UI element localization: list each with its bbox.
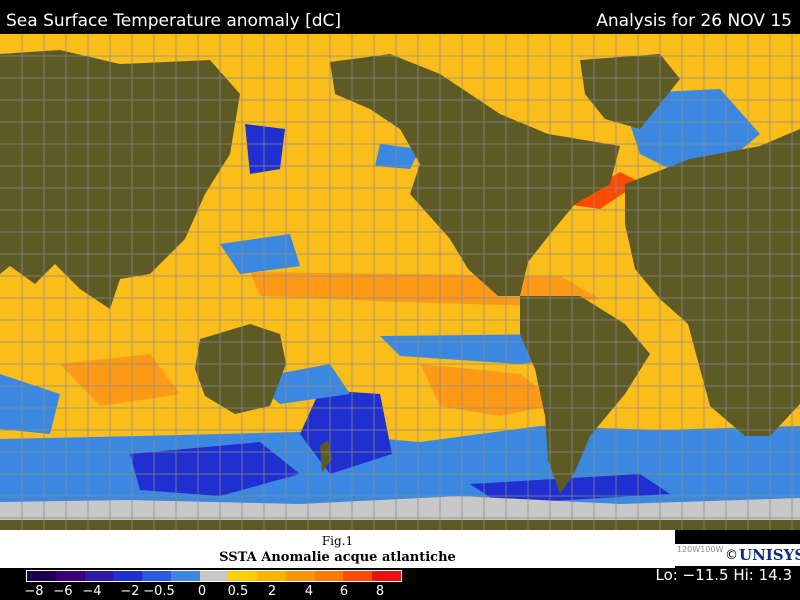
scale-ticks: −8 −6 −4 −2 −0.5 0 0.5 2 4 6 8 bbox=[0, 584, 430, 600]
credit-box: 120W100W © UNISYS bbox=[675, 544, 800, 566]
land-asia bbox=[0, 50, 240, 309]
scale-swatch bbox=[113, 571, 143, 581]
scale-tick-label: 6 bbox=[339, 584, 349, 599]
scale-swatch bbox=[199, 571, 229, 581]
south-pacific-warm bbox=[420, 364, 560, 416]
scale-swatch bbox=[228, 571, 258, 581]
scale-tick-label: 0 bbox=[197, 584, 207, 599]
analysis-date: Analysis for 26 NOV 15 bbox=[596, 11, 792, 31]
scale-swatch bbox=[55, 571, 85, 581]
color-scale bbox=[26, 570, 402, 582]
scale-tick-label: −4 bbox=[82, 584, 102, 599]
scale-swatch bbox=[170, 571, 200, 581]
scale-tick-label: 2 bbox=[267, 584, 277, 599]
bering-cool bbox=[375, 144, 420, 169]
copyright-symbol: © bbox=[725, 548, 738, 563]
scale-swatch bbox=[27, 571, 56, 581]
southern-ocean-cold bbox=[130, 442, 300, 496]
lo-hi-readout: Lo: −11.5 Hi: 14.3 bbox=[655, 566, 793, 584]
map-title: Sea Surface Temperature anomaly [dC] bbox=[6, 11, 342, 31]
scale-swatch bbox=[314, 571, 344, 581]
land-antarctica bbox=[0, 520, 800, 530]
scale-tick-label: −6 bbox=[53, 584, 73, 599]
land-north-america bbox=[330, 54, 620, 296]
scale-swatch bbox=[343, 571, 373, 581]
scale-swatch bbox=[84, 571, 114, 581]
land-australia bbox=[195, 324, 286, 414]
land-greenland bbox=[580, 54, 680, 129]
caption-text: SSTA Anomalie acque atlantiche bbox=[219, 550, 456, 565]
header: Sea Surface Temperature anomaly [dC] Ana… bbox=[0, 0, 800, 34]
scale-tick-label: 4 bbox=[304, 584, 314, 599]
indian-warm bbox=[60, 354, 180, 406]
tasman-cool bbox=[250, 364, 350, 404]
scale-swatch bbox=[372, 571, 401, 581]
scale-tick-label: −8 bbox=[24, 584, 44, 599]
scale-tick-label: 0.5 bbox=[227, 584, 249, 599]
unisys-logo: UNISYS bbox=[739, 546, 800, 564]
meridian-label: 120W100W bbox=[677, 545, 724, 554]
scale-tick-label: 8 bbox=[375, 584, 385, 599]
scale-swatch bbox=[257, 571, 286, 581]
land-south-america bbox=[520, 296, 650, 494]
scale-tick-label: −0.5 bbox=[143, 584, 175, 599]
figure-number: Fig.1 bbox=[321, 534, 354, 548]
scale-tick-label: −2 bbox=[120, 584, 140, 599]
sst-anomaly-map bbox=[0, 34, 800, 530]
land-new-zealand bbox=[320, 440, 332, 472]
north-atlantic-warm-patch bbox=[565, 172, 640, 209]
figure-caption: Fig.1 SSTA Anomalie acque atlantiche bbox=[0, 530, 675, 568]
land-europe-africa bbox=[625, 129, 800, 436]
indian-ocean-cool bbox=[0, 374, 60, 434]
scale-swatch bbox=[285, 571, 315, 581]
scale-swatch bbox=[142, 571, 171, 581]
lat-lon-grid bbox=[0, 34, 800, 530]
hudson-bay-cold bbox=[245, 124, 285, 174]
